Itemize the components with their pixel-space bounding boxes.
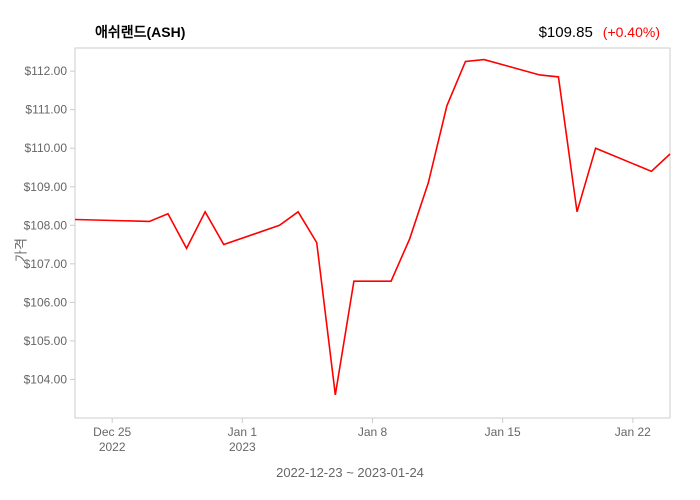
- price-change: (+0.40%): [603, 24, 660, 40]
- chart-container: 애쉬랜드(ASH) $109.85 (+0.40%) 가격 $104.00$10…: [0, 0, 700, 500]
- y-tick-label: $105.00: [24, 334, 68, 348]
- x-tick-label: Jan 15: [485, 425, 521, 439]
- x-tick-label: Dec 25: [93, 425, 131, 439]
- price-block: $109.85 (+0.40%): [539, 24, 660, 41]
- y-tick-label: $111.00: [25, 103, 67, 117]
- y-tick-label: $112.00: [25, 64, 68, 78]
- x-tick-year: 2023: [229, 440, 256, 454]
- price-line: [75, 60, 670, 395]
- x-tick-label: Jan 1: [228, 425, 258, 439]
- y-tick-label: $110.00: [25, 141, 68, 155]
- y-tick-label: $107.00: [24, 257, 68, 271]
- y-tick-label: $109.00: [24, 180, 68, 194]
- x-tick-label: Jan 8: [358, 425, 388, 439]
- y-tick-label: $104.00: [24, 372, 68, 386]
- chart-header: 애쉬랜드(ASH) $109.85 (+0.40%): [95, 22, 660, 42]
- current-price: $109.85: [539, 24, 593, 41]
- x-tick-year: 2022: [99, 440, 126, 454]
- x-tick-label: Jan 22: [615, 425, 651, 439]
- plot-border: [75, 48, 670, 418]
- y-axis-title: 가격: [10, 238, 29, 262]
- y-tick-label: $106.00: [24, 295, 68, 309]
- date-range: 2022-12-23 ~ 2023-01-24: [276, 465, 424, 480]
- chart-svg: $104.00 $105.00 $106.00 $107.00 $108.00 $109.…: [0, 0, 700, 500]
- chart-title: 애쉬랜드(ASH): [95, 22, 185, 42]
- y-tick-label: $108.00: [24, 218, 68, 232]
